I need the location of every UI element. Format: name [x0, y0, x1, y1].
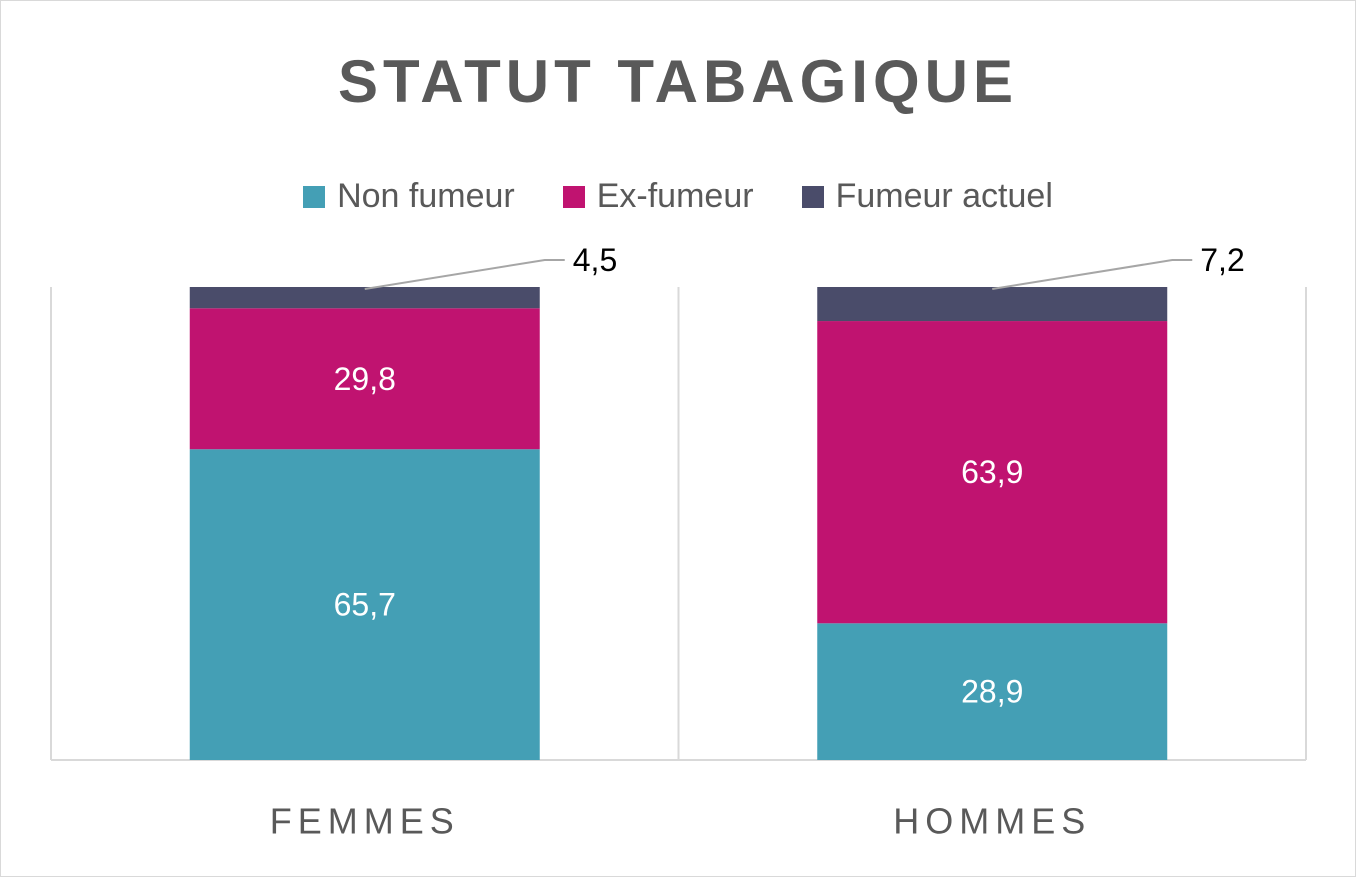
legend-item-non-fumeur: Non fumeur: [303, 177, 515, 216]
data-label: 7,2: [1200, 242, 1244, 278]
bar-hommes-fumeur-actuel: [817, 287, 1168, 322]
legend-item-ex-fumeur: Ex-fumeur: [562, 177, 754, 216]
data-label: 29,8: [334, 361, 396, 397]
legend-label-fumeur-actuel: Fumeur actuel: [835, 177, 1053, 215]
legend: Non fumeur Ex-fumeur Fumeur actuel: [1, 177, 1355, 216]
bar-hommes-non-fumeur: [817, 623, 1168, 760]
legend-swatch-ex-fumeur: [562, 185, 585, 208]
bar-femmes-non-fumeur: [189, 449, 540, 760]
legend-item-fumeur-actuel: Fumeur actuel: [801, 177, 1053, 216]
legend-label-non-fumeur: Non fumeur: [337, 177, 515, 215]
bar-femmes-ex-fumeur: [189, 308, 540, 450]
data-label: 65,7: [334, 587, 396, 623]
bar-hommes-ex-fumeur: [817, 321, 1168, 624]
chart-title: STATUT TABAGIQUE: [338, 48, 1018, 115]
bar-femmes-fumeur-actuel: [189, 287, 540, 309]
leader-line: [364, 259, 565, 290]
leader-line: [992, 259, 1193, 290]
legend-swatch-fumeur-actuel: [801, 185, 824, 208]
legend-swatch-non-fumeur: [303, 185, 326, 208]
data-label: 4,5: [573, 242, 617, 278]
data-label: 28,9: [961, 674, 1023, 710]
category-label: FEMMES: [270, 801, 460, 842]
data-label: 63,9: [961, 454, 1023, 490]
category-label: HOMMES: [893, 801, 1091, 842]
legend-label-ex-fumeur: Ex-fumeur: [596, 177, 754, 215]
